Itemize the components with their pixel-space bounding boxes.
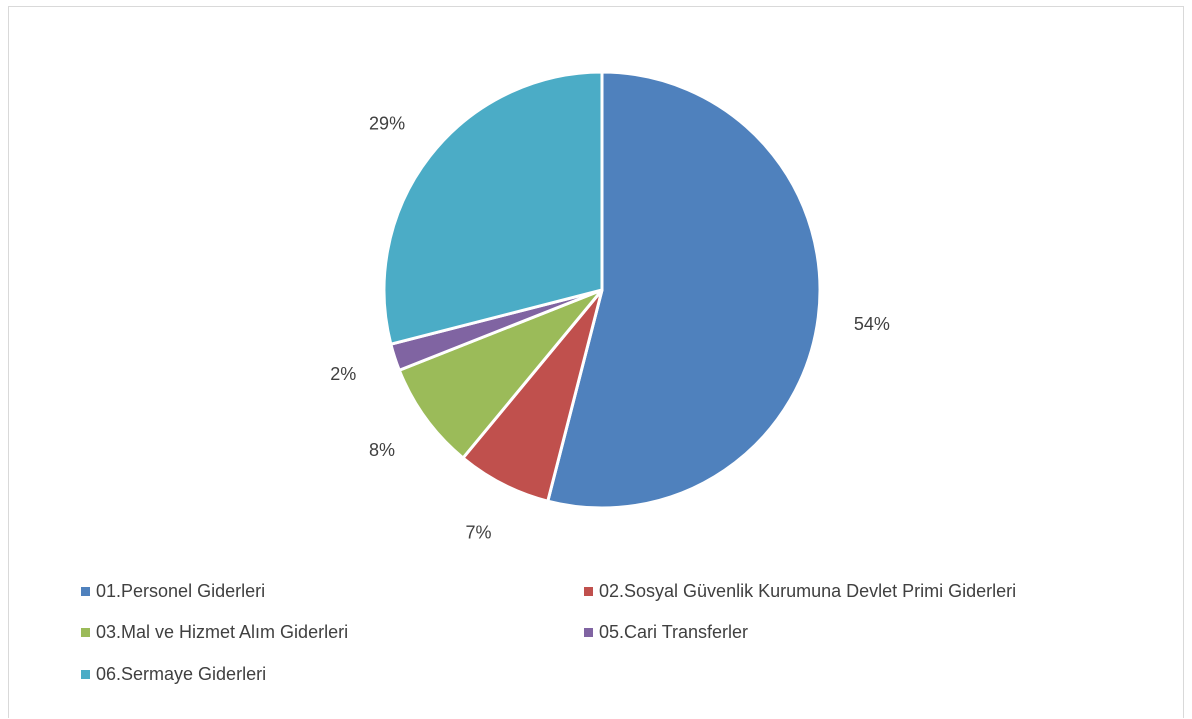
pie-slices [382, 70, 822, 510]
legend-label: 01.Personel Giderleri [96, 581, 266, 601]
legend-label: 05.Cari Transferler [599, 622, 749, 642]
legend-label: 03.Mal ve Hizmet Alım Giderleri [96, 622, 349, 642]
pie-data-labels: 54% 7% 8% 2% 29% [330, 113, 890, 542]
legend-swatch [81, 587, 90, 596]
chart-frame: 54% 7% 8% 2% 29% 01.Personel Giderleri 02.Sos… [8, 6, 1184, 718]
legend-swatch [584, 628, 593, 637]
pie-slice-01-personel-giderleri [546, 70, 822, 510]
data-label-01-personel-giderleri: 54% [854, 314, 890, 334]
legend-item-06-sermaye-giderleri: 06.Sermaye Giderleri [81, 664, 266, 685]
pie-slice-03-mal-ve-hizmet-al-m-giderleri [397, 288, 604, 460]
legend-item-05-cari-transferler: 05.Cari Transferler [584, 622, 748, 643]
pie-chart: 54% 7% 8% 2% 29% [330, 70, 890, 542]
legend-item-02-sosyal-g-venlik-kurumuna-devlet-primi-giderleri: 02.Sosyal Güvenlik Kurumuna Devlet Primi… [584, 581, 1016, 602]
data-label-03-mal-ve-hizmet-al-m-giderleri: 8% [369, 440, 395, 460]
pie-slice-06-sermaye-giderleri [382, 70, 604, 346]
legend-item-03-mal-ve-hizmet-al-m-giderleri: 03.Mal ve Hizmet Alım Giderleri [81, 622, 348, 643]
legend-item-01-personel-giderleri: 01.Personel Giderleri [81, 581, 265, 602]
data-label-05-cari-transferler: 2% [330, 364, 356, 384]
legend-swatch [81, 628, 90, 637]
legend-swatch [81, 670, 90, 679]
legend-swatch [584, 587, 593, 596]
legend-label: 06.Sermaye Giderleri [96, 664, 267, 684]
data-label-02-sosyal-g-venlik-kurumuna-devlet-primi-giderleri: 7% [466, 522, 492, 542]
data-label-06-sermaye-giderleri: 29% [369, 113, 405, 133]
legend-label: 02.Sosyal Güvenlik Kurumuna Devlet Primi… [599, 581, 1017, 601]
